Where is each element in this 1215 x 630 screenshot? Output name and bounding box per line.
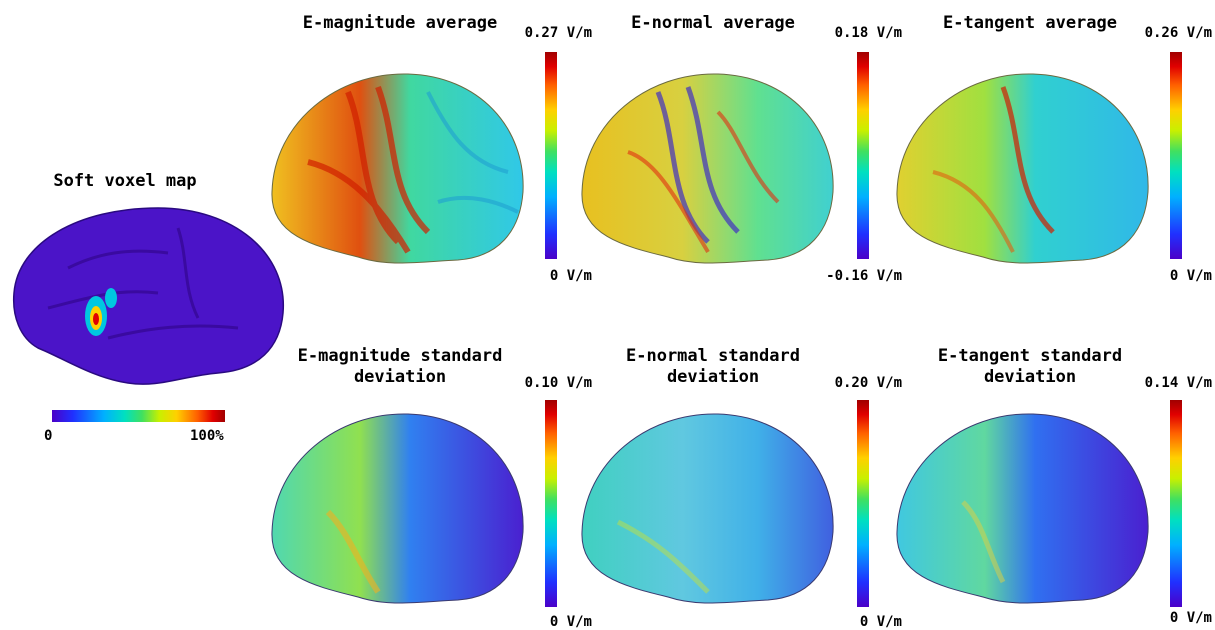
e-normal-average-brain [581,73,834,264]
e-tangent-average-title: E-tangent average [943,13,1117,33]
e-tangent-std-brain [896,413,1149,604]
e-normal-std-title-line1: E-normal standard [626,346,800,366]
e-normal-average-title: E-normal average [631,13,795,33]
e-magnitude-average-brain [271,73,524,264]
e-normal-std-colorbar [857,400,869,607]
soft-voxel-map-title: Soft voxel map [53,171,197,191]
e-magnitude-std-colorbar [545,400,557,607]
soft-voxel-colorbar [52,410,225,422]
e-magnitude-std-title-line2: deviation [353,367,447,387]
e-tangent-average-min: 0 V/m [1169,268,1212,284]
e-magnitude-average-min: 0 V/m [549,268,592,284]
e-tangent-std-title-line2: deviation [983,367,1077,387]
e-normal-std-max: 0.20 V/m [834,375,902,391]
e-normal-average-colorbar [857,52,869,259]
e-normal-average-max: 0.18 V/m [834,25,902,41]
e-magnitude-average-colorbar [545,52,557,259]
soft-voxel-brain [12,207,284,385]
e-magnitude-std-min: 0 V/m [549,614,592,630]
e-magnitude-std-brain [271,413,524,604]
e-tangent-average-brain [896,73,1149,264]
e-magnitude-average-max: 0.27 V/m [524,25,592,41]
e-normal-average-min: -0.16 V/m [826,268,902,284]
e-tangent-std-max: 0.14 V/m [1144,375,1212,391]
e-tangent-std-title-line1: E-tangent standard [937,346,1123,366]
e-tangent-average-colorbar [1170,52,1182,259]
e-normal-std-min: 0 V/m [859,614,902,630]
e-tangent-std-min: 0 V/m [1169,610,1212,626]
soft-voxel-scale-min: 0 [44,428,53,444]
e-tangent-std-colorbar [1170,400,1182,607]
e-normal-std-brain [581,413,834,604]
e-magnitude-std-title-line1: E-magnitude standard [297,346,503,366]
e-tangent-average-max: 0.26 V/m [1144,25,1212,41]
e-magnitude-average-title: E-magnitude average [302,13,498,33]
e-magnitude-std-max: 0.10 V/m [524,375,592,391]
soft-voxel-scale-max: 100% [190,428,224,444]
e-normal-std-title-line2: deviation [666,367,760,387]
